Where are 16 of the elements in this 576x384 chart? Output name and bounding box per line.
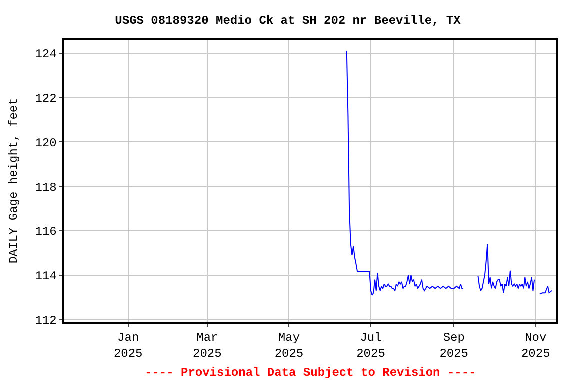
x-tick-label: Nov 2025 (521, 331, 550, 361)
x-tick-label: Jul 2025 (356, 331, 386, 361)
y-tick-label: 124 (35, 48, 57, 62)
y-tick-label: 122 (35, 92, 57, 106)
x-tick-label: Sep 2025 (440, 331, 469, 361)
x-tick-label: May 2025 (274, 331, 304, 361)
y-tick-label: 120 (35, 136, 57, 150)
y-tick-label: 112 (35, 314, 57, 328)
x-tick-label: Jan 2025 (114, 331, 143, 361)
y-tick-label: 114 (35, 270, 57, 284)
y-axis-title: DAILY Gage height, feet (7, 98, 22, 264)
y-tick-label: 116 (35, 225, 57, 240)
y-tick-label: 118 (35, 180, 57, 195)
x-tick-label: Mar 2025 (193, 331, 222, 361)
text: ---- Provisional Data Subject to Revision ---- (145, 366, 476, 380)
chart-title: USGS 08189320 Medio Ck at SH 202 nr Beeville, TX (115, 14, 462, 28)
